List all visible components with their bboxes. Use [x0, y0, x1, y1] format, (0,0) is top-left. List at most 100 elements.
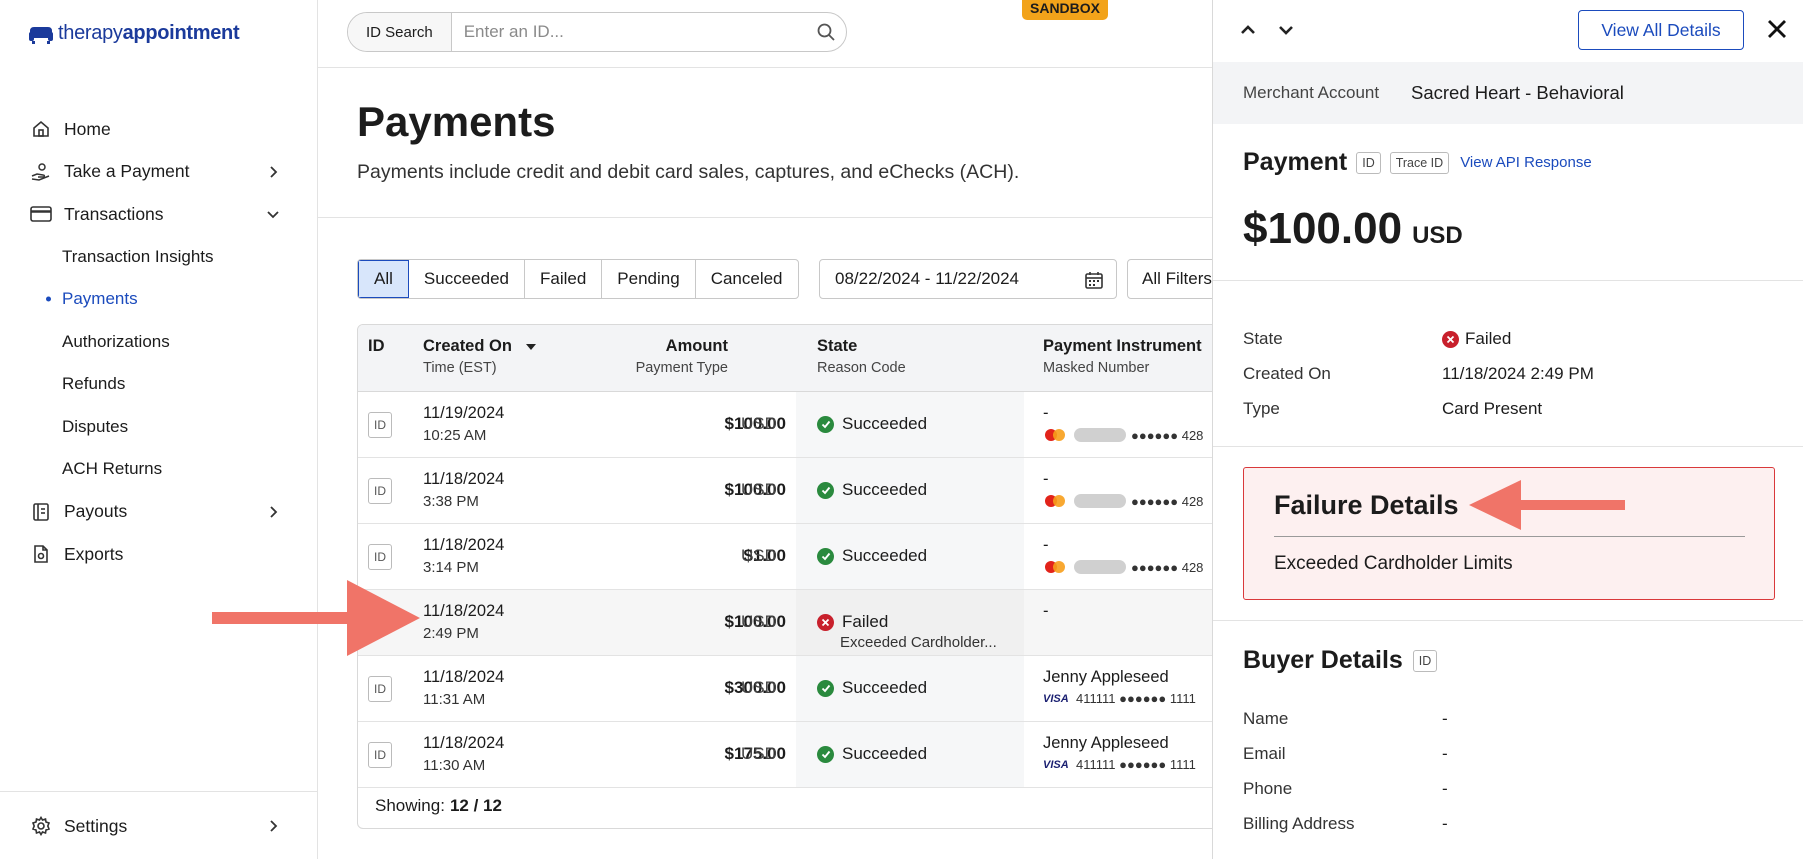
sidebar-subitem-disputes[interactable]: Disputes	[0, 406, 318, 449]
chevron-up-icon[interactable]	[1238, 20, 1258, 40]
chevron-right-icon	[270, 506, 278, 518]
col-id: ID	[368, 337, 385, 355]
payment-amount: $100.00 USD	[1243, 204, 1463, 254]
state-cell-bg	[796, 392, 1024, 457]
filter-failed[interactable]: Failed	[525, 260, 603, 298]
showing-count: 12 / 12	[449, 795, 502, 815]
mastercard-icon	[1043, 493, 1069, 509]
payment-title-row: Payment ID Trace ID View API Response	[1243, 148, 1592, 177]
divider	[318, 217, 1213, 218]
filter-succeeded[interactable]: Succeeded	[409, 260, 525, 298]
type-value: Card Present	[1442, 399, 1543, 418]
masked-card: VISA 411111 ●●●●●● 1111	[1043, 757, 1196, 772]
row-id-tag[interactable]: ID	[368, 676, 392, 702]
currency-cell: USD	[741, 612, 777, 631]
currency-cell: USD	[741, 546, 777, 565]
sidebar-subitem-authorizations[interactable]: Authorizations	[0, 321, 318, 364]
settings-section: Settings	[0, 791, 318, 859]
payment-instrument-cell: - ●●●●●● 428	[1043, 404, 1204, 443]
success-check-icon	[817, 679, 834, 697]
filter-canceled[interactable]: Canceled	[710, 269, 783, 288]
page-subtitle: Payments include credit and debit card s…	[357, 161, 1020, 183]
redacted-blur	[1074, 560, 1126, 574]
sidebar-item-take-a-payment[interactable]: Take a Payment	[0, 151, 318, 194]
sidebar-item-home[interactable]: Home	[0, 108, 318, 151]
table-row[interactable]: ID 11/18/2024 11:31 AM $300.00 USD Succeeded J…	[358, 656, 1256, 722]
logo[interactable]: therapyappointment	[28, 22, 240, 45]
sidebar-item-payouts[interactable]: Payouts	[0, 491, 318, 534]
sidebar-item-label: ACH Returns	[62, 459, 163, 479]
table-row[interactable]: ID 11/18/2024 3:38 PM $100.00 USD Succeeded - ●…	[358, 458, 1256, 524]
sidebar-subitem-payments[interactable]: Payments	[0, 278, 318, 321]
row-id-tag[interactable]: ID	[368, 544, 392, 570]
sidebar-item-label: Authorizations	[62, 331, 170, 351]
col-created-on[interactable]: Created On Time (EST)	[423, 337, 537, 376]
row-id-tag[interactable]: ID	[368, 412, 392, 438]
table-row[interactable]: 11/18/2024 2:49 PM $100.00 USD Failed Exceede…	[358, 590, 1256, 656]
state-cell: Succeeded	[817, 546, 927, 566]
table-row[interactable]: ID 11/18/2024 11:30 AM $175.00 USD Succeeded J…	[358, 722, 1256, 788]
redacted-blur	[1074, 494, 1126, 508]
mastercard-icon	[1043, 559, 1069, 575]
payment-instrument-cell: - ●●●●●● 428	[1043, 536, 1204, 575]
state-cell-bg	[796, 722, 1024, 787]
failure-details-title: Failure Details	[1274, 490, 1459, 520]
gear-icon	[30, 815, 52, 837]
logo-text: therapyappointment	[58, 22, 240, 44]
currency-cell: USD	[741, 744, 777, 763]
payment-instrument-cell: - ●●●●●● 428	[1043, 470, 1204, 509]
row-id-tag[interactable]: ID	[368, 742, 392, 768]
payment-instrument-cell: Jenny Appleseed VISA 411111 ●●●●●● 1111	[1043, 668, 1196, 706]
row-id-tag[interactable]: ID	[368, 478, 392, 504]
view-all-details-button[interactable]: View All Details	[1578, 10, 1744, 50]
success-check-icon	[817, 745, 834, 763]
created-on-row: Created On 11/18/2024 2:49 PM	[1243, 364, 1594, 383]
sidebar-item-label: Refunds	[62, 374, 126, 394]
created-on-cell: 11/18/2024 11:31 AM	[423, 668, 505, 708]
page-title: Payments	[357, 98, 556, 145]
sidebar-item-label: Take a Payment	[64, 161, 190, 182]
hand-payment-icon	[30, 161, 52, 183]
buyer-id-tag[interactable]: ID	[1412, 649, 1438, 672]
search-icon[interactable]	[806, 22, 846, 42]
state-cell-bg	[796, 458, 1024, 523]
sidebar-subitem-refunds[interactable]: Refunds	[0, 363, 318, 406]
buyer-details-title-row: Buyer Details ID	[1243, 646, 1438, 675]
payment-id-tag[interactable]: ID	[1356, 151, 1381, 174]
search-input[interactable]	[451, 13, 806, 51]
currency-cell: USD	[741, 678, 777, 697]
amount-currency: USD	[1412, 222, 1463, 249]
sidebar-item-transactions[interactable]: Transactions	[0, 193, 318, 236]
payments-table: ID Created On Time (EST) Amount Payment …	[357, 324, 1257, 829]
trace-id-tag[interactable]: Trace ID	[1389, 151, 1450, 174]
chevron-right-icon	[270, 820, 278, 832]
id-search: ID Search	[347, 12, 847, 52]
view-api-response-link[interactable]: View API Response	[1460, 154, 1592, 171]
type-row: Type Card Present	[1243, 399, 1543, 418]
annotation-arrow-right	[1469, 480, 1625, 530]
state-row: State Failed	[1243, 329, 1512, 348]
created-on-cell: 11/18/2024 11:30 AM	[423, 734, 505, 774]
showing-label: Showing:	[375, 795, 445, 815]
close-icon[interactable]	[1766, 18, 1788, 40]
date-range-picker[interactable]: 08/22/2024 - 11/22/2024	[819, 259, 1117, 299]
buyer-email-row: Email -	[1243, 744, 1448, 763]
table-row[interactable]: ID 11/18/2024 3:14 PM $1.00 USD Succeeded - ●●●…	[358, 524, 1256, 590]
table-row[interactable]: ID 11/19/2024 10:25 AM $100.00 USD Succeeded -…	[358, 392, 1256, 458]
chevron-down-icon[interactable]	[1276, 20, 1296, 40]
logo-couch-icon	[28, 25, 53, 44]
credit-card-icon	[30, 203, 52, 225]
sidebar-item-exports[interactable]: Exports	[0, 533, 318, 576]
merchant-value: Sacred Heart - Behavioral	[1411, 82, 1624, 103]
sidebar-item-settings[interactable]: Settings	[0, 792, 318, 859]
sidebar-subitem-ach-returns[interactable]: ACH Returns	[0, 448, 318, 491]
id-search-pill[interactable]: ID Search	[348, 13, 452, 51]
created-on-cell: 11/18/2024 2:49 PM	[423, 602, 505, 642]
filter-all[interactable]: All	[358, 260, 409, 298]
state-cell-bg	[796, 590, 1024, 655]
filter-pending[interactable]: Pending	[602, 260, 696, 298]
sidebar-subitem-transaction-insights[interactable]: Transaction Insights	[0, 236, 318, 279]
sidebar-nav: Home Take a Payment Transactions Transac…	[0, 108, 318, 576]
sidebar-item-label: Transaction Insights	[62, 246, 214, 266]
created-on-cell: 11/18/2024 3:14 PM	[423, 536, 505, 576]
